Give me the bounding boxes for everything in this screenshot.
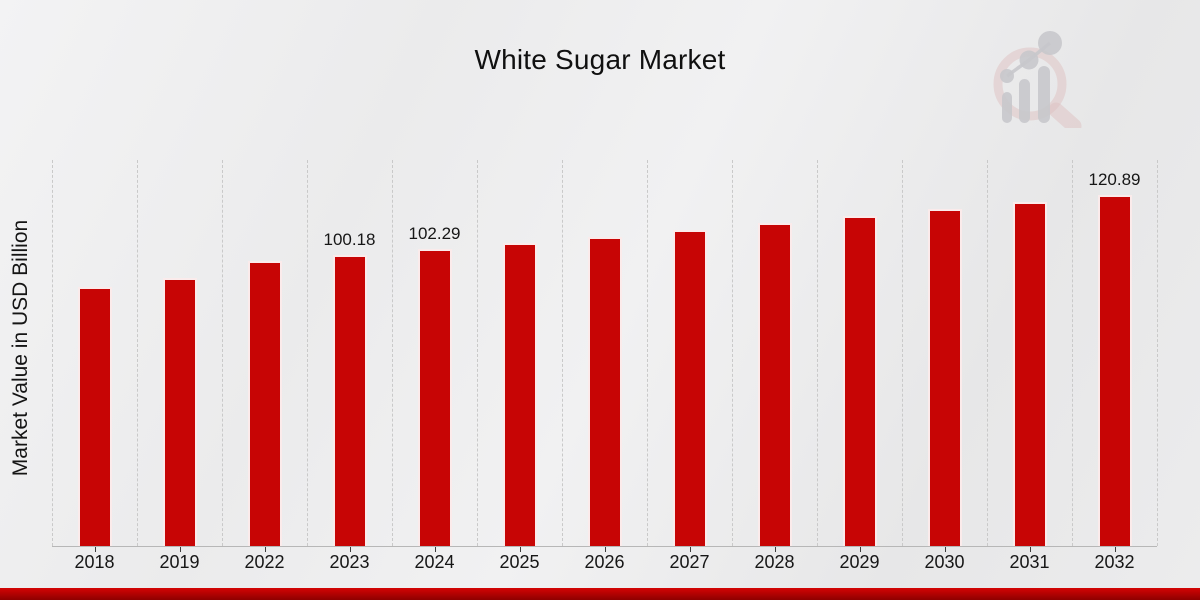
x-axis-tick <box>1029 547 1031 552</box>
gridline <box>307 160 308 546</box>
year-label-2025: 2025 <box>499 552 540 572</box>
gridline <box>1157 160 1158 546</box>
x-axis-tick <box>349 547 351 552</box>
bar-2030 <box>927 209 962 546</box>
bar-2024 <box>417 249 452 546</box>
year-label-2031: 2031 <box>1009 552 1050 572</box>
x-axis-tick <box>434 547 436 552</box>
market-research-magnifier-chart-logo <box>993 31 1082 128</box>
gridline <box>477 160 478 546</box>
bar-2032 <box>1097 195 1132 546</box>
x-axis-tick <box>604 547 606 552</box>
gridline <box>562 160 563 546</box>
bar-2031 <box>1012 202 1047 546</box>
x-axis-tick <box>774 547 776 552</box>
x-axis-line <box>52 546 1157 547</box>
gridline <box>222 160 223 546</box>
bar-2028 <box>757 223 792 546</box>
logo-bar-medium-icon <box>1019 79 1030 123</box>
x-axis-tick <box>859 547 861 552</box>
logo-dot-small-icon <box>1000 69 1014 83</box>
plot-area: 2018 2019 2022 2023 100.18 2024 102.29 2025 2026… <box>52 160 1158 572</box>
year-label-2032: 2032 <box>1094 552 1135 572</box>
bar-2029 <box>842 216 877 546</box>
year-label-2028: 2028 <box>754 552 795 572</box>
year-label-2018: 2018 <box>74 552 115 572</box>
x-axis-tick <box>179 547 181 552</box>
gridline <box>137 160 138 546</box>
gridline <box>52 160 53 546</box>
x-axis-tick <box>944 547 946 552</box>
year-label-2024: 2024 <box>414 552 455 572</box>
logo-dot-large-icon <box>1038 31 1062 55</box>
bar-2025 <box>502 243 537 546</box>
year-label-2030: 2030 <box>924 552 965 572</box>
gridline <box>392 160 393 546</box>
gridline <box>817 160 818 546</box>
year-label-2027: 2027 <box>669 552 710 572</box>
x-axis-tick <box>1114 547 1116 552</box>
gridline <box>1072 160 1073 546</box>
bar-2022 <box>247 261 282 546</box>
gridline <box>647 160 648 546</box>
gridline <box>987 160 988 546</box>
value-label-2032: 120.89 <box>1088 170 1141 189</box>
value-label-2024: 102.29 <box>408 224 461 243</box>
bar-2023 <box>332 255 367 546</box>
year-label-2022: 2022 <box>244 552 285 572</box>
logo-dot-medium-icon <box>1019 50 1039 70</box>
bar-2027 <box>672 230 707 546</box>
x-axis-tick <box>264 547 266 552</box>
bar-2026 <box>587 237 622 546</box>
year-label-2023: 2023 <box>329 552 370 572</box>
x-axis-tick <box>94 547 96 552</box>
year-label-2026: 2026 <box>584 552 625 572</box>
magnifier-handle-icon <box>1048 102 1082 128</box>
bar-2019 <box>162 278 197 546</box>
x-axis-tick <box>689 547 691 552</box>
logo-bar-tall-icon <box>1038 66 1050 123</box>
y-axis-label: Market Value in USD Billion <box>9 219 32 477</box>
value-label-2023: 100.18 <box>323 230 376 249</box>
year-label-2029: 2029 <box>839 552 880 572</box>
x-axis-tick <box>519 547 521 552</box>
gridline <box>732 160 733 546</box>
year-label-2019: 2019 <box>159 552 200 572</box>
logo-bar-short-icon <box>1002 92 1012 123</box>
gridline <box>902 160 903 546</box>
bar-2018 <box>77 287 112 546</box>
bottom-accent-bar <box>0 588 1200 600</box>
chart-title: White Sugar Market <box>474 44 726 75</box>
